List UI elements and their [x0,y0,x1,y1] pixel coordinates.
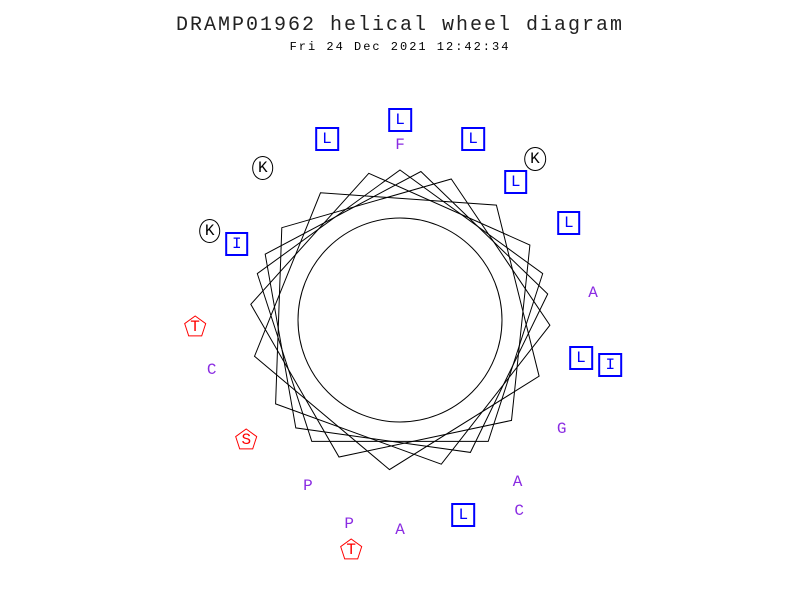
residue-l-2: L [315,127,339,151]
residue-a-10: A [588,284,598,302]
residue-l-7: L [557,211,581,235]
helical-wheel-svg [0,0,800,600]
residue-i-9: I [225,232,249,256]
residue-c-18: C [514,502,524,520]
residue-p-21: P [344,515,354,533]
residue-k-4: K [524,147,546,171]
residue-t-11: T [186,318,204,336]
residue-k-6: K [252,156,274,180]
residue-t-23: T [342,541,360,559]
residue-c-14: C [207,361,217,379]
residue-l-3: L [461,127,485,151]
residue-l-20: L [452,503,476,527]
residue-l-5: L [504,170,528,194]
residue-s-16: S [238,431,256,449]
residue-a-17: A [513,473,523,491]
residue-k-8: K [199,219,221,243]
residue-p-19: P [303,477,313,495]
residue-a-22: A [395,521,405,539]
residue-f-1: F [395,136,405,154]
residue-i-13: I [598,353,622,377]
residue-l-12: L [569,346,593,370]
diagram-timestamp: Fri 24 Dec 2021 12:42:34 [0,40,800,54]
residue-g-15: G [557,420,567,438]
residue-l-0: L [388,108,412,132]
diagram-title: DRAMP01962 helical wheel diagram [0,14,800,37]
